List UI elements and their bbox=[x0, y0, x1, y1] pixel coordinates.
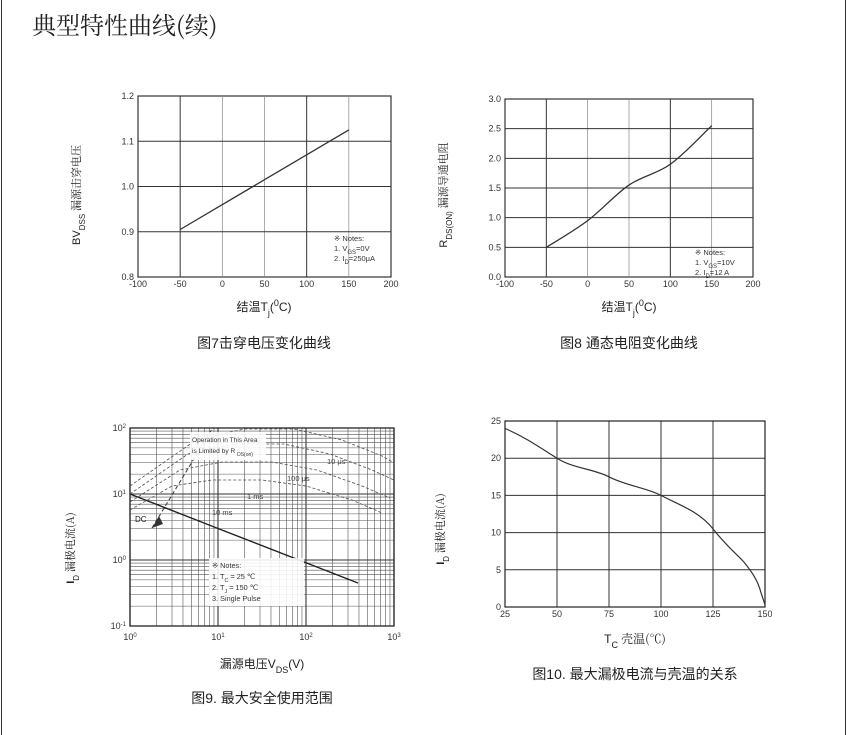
svg-text:150: 150 bbox=[757, 609, 772, 619]
svg-text:0: 0 bbox=[220, 279, 225, 289]
svg-text:1 ms: 1 ms bbox=[247, 492, 264, 501]
svg-text:200: 200 bbox=[383, 279, 398, 289]
svg-text:3.0: 3.0 bbox=[488, 94, 501, 104]
svg-text:3. Single Pulse: 3. Single Pulse bbox=[212, 594, 261, 603]
svg-text:图10. 最大漏极电流与壳温的关系: 图10. 最大漏极电流与壳温的关系 bbox=[532, 666, 737, 682]
svg-text:※ Notes:: ※ Notes: bbox=[695, 248, 725, 257]
svg-text:-50: -50 bbox=[174, 279, 187, 289]
svg-text:10-1: 10-1 bbox=[111, 621, 127, 631]
svg-text:DC: DC bbox=[135, 515, 147, 524]
svg-text:50: 50 bbox=[624, 279, 634, 289]
svg-text:200: 200 bbox=[745, 279, 760, 289]
svg-text:20: 20 bbox=[491, 453, 501, 463]
svg-text:10: 10 bbox=[491, 528, 501, 538]
svg-text:100: 100 bbox=[299, 279, 314, 289]
svg-text:2.5: 2.5 bbox=[488, 124, 501, 134]
svg-text:50: 50 bbox=[259, 279, 269, 289]
svg-text:15: 15 bbox=[491, 490, 501, 500]
svg-text:1.0: 1.0 bbox=[121, 182, 134, 192]
svg-text:100: 100 bbox=[653, 609, 668, 619]
svg-text:1.2: 1.2 bbox=[121, 91, 134, 101]
svg-text:150: 150 bbox=[341, 279, 356, 289]
svg-text:BVDSS 漏源击穿电压: BVDSS 漏源击穿电压 bbox=[68, 145, 87, 245]
svg-text:图8 通态电阻变化曲线: 图8 通态电阻变化曲线 bbox=[560, 335, 698, 351]
svg-text:102: 102 bbox=[299, 632, 313, 642]
svg-text:TC 壳温(℃): TC 壳温(℃) bbox=[604, 630, 666, 650]
svg-text:-100: -100 bbox=[496, 279, 514, 289]
svg-text:100: 100 bbox=[123, 632, 137, 642]
svg-text:0.9: 0.9 bbox=[121, 227, 134, 237]
svg-text:101: 101 bbox=[211, 632, 225, 642]
svg-text:图9. 最大安全使用范围: 图9. 最大安全使用范围 bbox=[191, 690, 333, 706]
svg-text:结温Tj(0C): 结温Tj(0C) bbox=[601, 298, 656, 318]
svg-text:Operation in This Area: Operation in This Area bbox=[192, 437, 258, 444]
svg-text:0.5: 0.5 bbox=[488, 242, 501, 252]
svg-text:结温Tj(0C): 结温Tj(0C) bbox=[236, 298, 291, 318]
svg-text:2.0: 2.0 bbox=[488, 153, 501, 163]
svg-text:漏源电压VDS(V): 漏源电压VDS(V) bbox=[220, 657, 305, 675]
svg-text:75: 75 bbox=[604, 609, 614, 619]
svg-text:100 μs: 100 μs bbox=[287, 474, 310, 483]
svg-text:1.0: 1.0 bbox=[488, 213, 501, 223]
svg-text:150: 150 bbox=[704, 279, 719, 289]
svg-text:1.1: 1.1 bbox=[121, 136, 134, 146]
svg-text:0: 0 bbox=[585, 279, 590, 289]
svg-text:10 ms: 10 ms bbox=[212, 508, 233, 517]
svg-text:10 μs: 10 μs bbox=[327, 457, 346, 466]
svg-text:100: 100 bbox=[113, 555, 127, 565]
svg-text:ID 漏极电流(A): ID 漏极电流(A) bbox=[62, 512, 81, 584]
svg-text:-50: -50 bbox=[540, 279, 553, 289]
svg-text:101: 101 bbox=[113, 489, 127, 499]
svg-text:图7击穿电压变化曲线: 图7击穿电压变化曲线 bbox=[197, 335, 331, 351]
svg-text:※ Notes:: ※ Notes: bbox=[212, 561, 241, 570]
svg-text:ID 漏极电流(A): ID 漏极电流(A) bbox=[432, 493, 451, 565]
svg-text:5: 5 bbox=[496, 565, 501, 575]
svg-text:RDS(ON) 漏源导通电阻: RDS(ON) 漏源导通电阻 bbox=[435, 142, 454, 247]
svg-text:25: 25 bbox=[491, 416, 501, 426]
svg-text:103: 103 bbox=[387, 632, 401, 642]
svg-text:25: 25 bbox=[500, 609, 510, 619]
svg-text:125: 125 bbox=[705, 609, 720, 619]
svg-text:50: 50 bbox=[552, 609, 562, 619]
svg-text:1.5: 1.5 bbox=[488, 183, 501, 193]
svg-text:100: 100 bbox=[663, 279, 678, 289]
svg-text:102: 102 bbox=[113, 423, 127, 433]
svg-text:-100: -100 bbox=[129, 279, 147, 289]
svg-text:2. ID=250μA: 2. ID=250μA bbox=[334, 254, 375, 266]
svg-text:※ Notes:: ※ Notes: bbox=[334, 234, 364, 243]
